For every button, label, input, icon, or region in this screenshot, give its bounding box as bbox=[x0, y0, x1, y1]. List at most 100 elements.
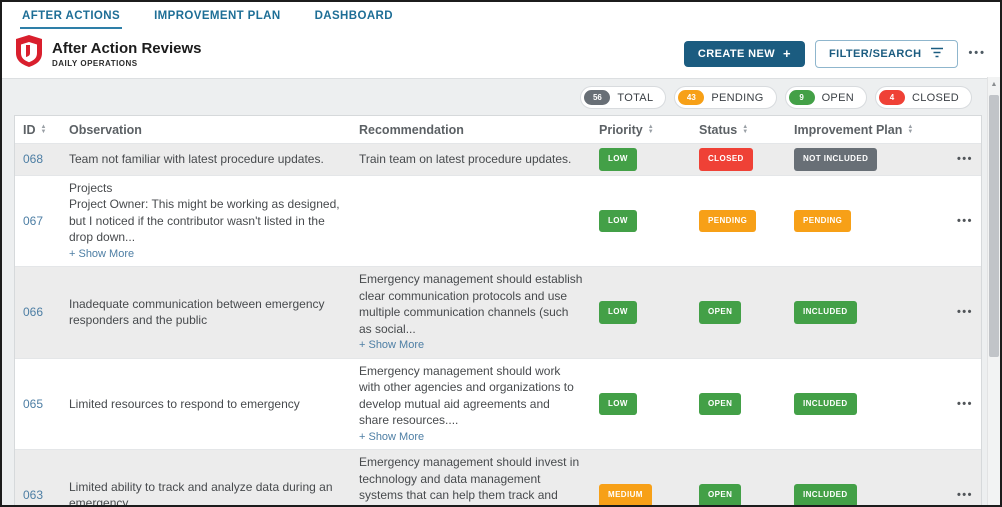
status-badge: OPEN bbox=[699, 484, 742, 505]
id-cell: 066 bbox=[15, 300, 61, 325]
row-id-link[interactable]: 065 bbox=[23, 396, 44, 411]
sort-icon: ▲ ▼ bbox=[907, 123, 914, 135]
observation-cell: Inadequate communication between emergen… bbox=[61, 292, 351, 333]
priority-badge: LOW bbox=[599, 301, 637, 324]
scrollbar-thumb[interactable] bbox=[989, 95, 999, 357]
show-more-link[interactable]: + Show More bbox=[359, 430, 425, 443]
header-overflow-menu[interactable]: ••• bbox=[968, 47, 986, 59]
plan-cell: INCLUDED bbox=[786, 389, 942, 420]
show-more-link[interactable]: + Show More bbox=[69, 247, 135, 260]
observation-cell: Projects Project Owner: This might be wor… bbox=[61, 176, 351, 267]
pill-count-badge: 56 bbox=[584, 90, 611, 105]
sort-down-icon: ▼ bbox=[647, 128, 654, 135]
column-header-id[interactable]: ID ▲ ▼ bbox=[15, 123, 61, 137]
priority-cell: LOW bbox=[591, 297, 691, 328]
create-new-button[interactable]: CREATE NEW + bbox=[683, 40, 806, 67]
observation-cell: Limited ability to track and analyze dat… bbox=[61, 475, 351, 505]
recommendation-cell: Emergency management should establish cl… bbox=[351, 267, 591, 358]
status-cell: OPEN bbox=[691, 389, 786, 420]
row-actions-menu[interactable]: ••• bbox=[956, 397, 973, 410]
column-label: Recommendation bbox=[359, 122, 464, 137]
priority-cell: LOW bbox=[591, 144, 691, 175]
title-block: After Action Reviews DAILY OPERATIONS bbox=[52, 40, 201, 68]
brand-shield-icon bbox=[16, 35, 42, 72]
vertical-scrollbar[interactable]: ▲ bbox=[987, 77, 1000, 505]
tab-improvement-plan[interactable]: IMPROVEMENT PLAN bbox=[154, 9, 281, 22]
page-subtitle: DAILY OPERATIONS bbox=[52, 58, 138, 68]
priority-badge: LOW bbox=[599, 209, 637, 232]
priority-cell: MEDIUM bbox=[591, 480, 691, 505]
row-id-link[interactable]: 066 bbox=[23, 305, 44, 319]
row-actions-menu[interactable]: ••• bbox=[956, 153, 973, 165]
table-row: 066 Inadequate communication between emer… bbox=[15, 266, 981, 358]
column-header-status[interactable]: Status ▲ ▼ bbox=[691, 123, 786, 137]
filter-search-label: FILTER/SEARCH bbox=[829, 47, 922, 60]
column-header-priority[interactable]: Priority ▲ ▼ bbox=[591, 123, 691, 137]
sort-up-icon: ▲ bbox=[647, 123, 654, 130]
status-cell: OPEN bbox=[691, 480, 786, 505]
summary-pill-total[interactable]: 56 TOTAL bbox=[580, 86, 667, 109]
pill-label: TOTAL bbox=[617, 91, 654, 104]
plan-cell: PENDING bbox=[786, 206, 942, 237]
show-more-link[interactable]: + Show More bbox=[359, 339, 425, 351]
sort-up-icon: ▲ bbox=[40, 123, 47, 130]
sort-down-icon: ▼ bbox=[907, 128, 914, 135]
row-id-link[interactable]: 068 bbox=[23, 152, 44, 166]
observation-text: Limited resources to respond to emergenc… bbox=[69, 396, 300, 411]
filter-icon bbox=[930, 47, 944, 61]
create-new-label: CREATE NEW bbox=[697, 47, 776, 60]
summary-pill-closed[interactable]: 4 CLOSED bbox=[874, 86, 972, 109]
summary-pills: 56 TOTAL 43 PENDING 9 OPEN 4 CLOSED bbox=[2, 86, 972, 109]
priority-badge: LOW bbox=[599, 148, 637, 171]
sort-up-icon: ▲ bbox=[907, 123, 914, 130]
priority-badge: MEDIUM bbox=[599, 484, 652, 505]
row-actions-menu[interactable]: ••• bbox=[956, 214, 973, 227]
plan-cell: NOT INCLUDED bbox=[786, 144, 942, 175]
brand: After Action Reviews DAILY OPERATIONS bbox=[16, 35, 201, 72]
table-header-row: ID ▲ ▼ Observation Recommendation Priority ▲ ▼ S… bbox=[15, 116, 981, 143]
priority-cell: LOW bbox=[591, 389, 691, 420]
status-badge: PENDING bbox=[699, 209, 757, 232]
scrollbar-up-icon[interactable]: ▲ bbox=[990, 81, 998, 88]
sort-down-icon: ▼ bbox=[40, 128, 47, 135]
row-actions-menu[interactable]: ••• bbox=[956, 489, 973, 501]
observation-cell: Team not familiar with latest procedure … bbox=[61, 147, 351, 172]
tab-after-actions[interactable]: AFTER ACTIONS bbox=[19, 2, 123, 29]
column-label: Status bbox=[699, 122, 738, 137]
recommendation-cell: Train team on latest procedure updates. bbox=[351, 147, 591, 172]
tab-dashboard[interactable]: DASHBOARD bbox=[314, 9, 393, 22]
column-label: Priority bbox=[599, 122, 643, 137]
table-row: 067 Projects Project Owner: This might be … bbox=[15, 174, 981, 267]
column-label: ID bbox=[23, 122, 36, 137]
status-badge: CLOSED bbox=[699, 148, 753, 171]
sort-up-icon: ▲ bbox=[742, 123, 749, 130]
header-actions: CREATE NEW + FILTER/SEARCH ••• bbox=[683, 39, 986, 68]
improvement-plan-badge: INCLUDED bbox=[794, 301, 857, 324]
row-id-link[interactable]: 067 bbox=[23, 213, 44, 228]
column-header-observation: Observation bbox=[61, 123, 351, 137]
filter-search-button[interactable]: FILTER/SEARCH bbox=[815, 39, 959, 68]
plan-cell: INCLUDED bbox=[786, 480, 942, 505]
recommendation-cell bbox=[351, 217, 591, 225]
summary-pill-open[interactable]: 9 OPEN bbox=[784, 86, 867, 109]
row-id-link[interactable]: 063 bbox=[23, 488, 44, 502]
recommendation-text: Emergency management should invest in te… bbox=[359, 455, 580, 505]
row-actions-menu[interactable]: ••• bbox=[956, 306, 973, 318]
priority-cell: LOW bbox=[591, 206, 691, 237]
status-cell: CLOSED bbox=[691, 144, 786, 175]
column-header-recommendation: Recommendation bbox=[351, 123, 591, 137]
recommendation-cell: Emergency management should work with ot… bbox=[351, 359, 591, 450]
pill-label: CLOSED bbox=[911, 91, 959, 104]
column-header-improvement-plan[interactable]: Improvement Plan ▲ ▼ bbox=[786, 123, 942, 137]
id-cell: 067 bbox=[15, 209, 61, 234]
column-label: Improvement Plan bbox=[794, 122, 903, 137]
pill-count-badge: 43 bbox=[678, 90, 705, 105]
sort-icon: ▲ ▼ bbox=[647, 123, 654, 135]
table-row: 065 Limited resources to respond to emerg… bbox=[15, 357, 981, 450]
table-row: 063 Limited ability to track and analyze … bbox=[15, 449, 981, 505]
status-cell: PENDING bbox=[691, 206, 786, 237]
summary-pill-pending[interactable]: 43 PENDING bbox=[674, 86, 777, 109]
table-body: 068 Team not familiar with latest procedu… bbox=[15, 143, 981, 505]
sort-icon: ▲ ▼ bbox=[40, 123, 47, 135]
recommendation-text: Train team on latest procedure updates. bbox=[359, 152, 572, 166]
